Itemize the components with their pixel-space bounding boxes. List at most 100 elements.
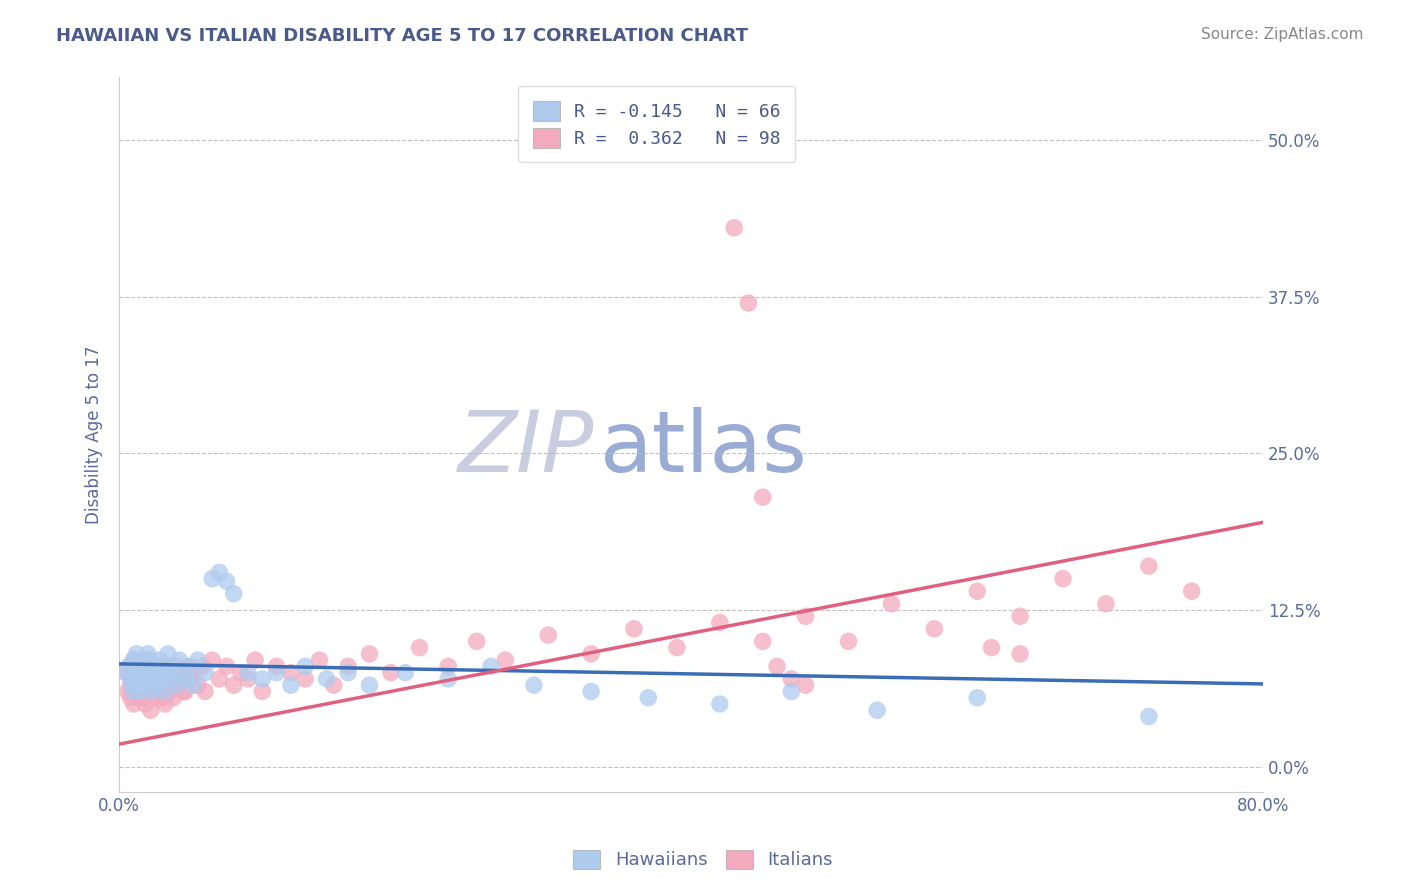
Point	[166, 678, 188, 692]
Point	[155, 678, 177, 692]
Point	[122, 684, 145, 698]
Point	[465, 634, 488, 648]
Point	[122, 697, 145, 711]
Point	[229, 665, 252, 680]
Point	[709, 697, 731, 711]
Point	[243, 653, 266, 667]
Point	[215, 659, 238, 673]
Point	[1010, 609, 1032, 624]
Point	[160, 665, 183, 680]
Point	[136, 647, 159, 661]
Point	[169, 653, 191, 667]
Point	[780, 672, 803, 686]
Point	[128, 690, 150, 705]
Point	[128, 678, 150, 692]
Point	[120, 672, 142, 686]
Point	[737, 296, 759, 310]
Point	[1010, 647, 1032, 661]
Point	[135, 678, 157, 692]
Point	[924, 622, 946, 636]
Text: HAWAIIAN VS ITALIAN DISABILITY AGE 5 TO 17 CORRELATION CHART: HAWAIIAN VS ITALIAN DISABILITY AGE 5 TO …	[56, 27, 748, 45]
Point	[127, 672, 149, 686]
Point	[127, 659, 149, 673]
Legend: R = -0.145   N = 66, R =  0.362   N = 98: R = -0.145 N = 66, R = 0.362 N = 98	[519, 87, 796, 162]
Point	[142, 659, 165, 673]
Point	[966, 690, 988, 705]
Point	[139, 678, 162, 692]
Point	[236, 665, 259, 680]
Point	[308, 653, 330, 667]
Point	[138, 672, 160, 686]
Point	[173, 684, 195, 698]
Point	[187, 653, 209, 667]
Point	[122, 684, 145, 698]
Point	[437, 672, 460, 686]
Point	[135, 684, 157, 698]
Point	[129, 684, 152, 698]
Point	[280, 665, 302, 680]
Point	[141, 684, 163, 698]
Point	[125, 647, 148, 661]
Point	[127, 659, 149, 673]
Point	[751, 634, 773, 648]
Point	[152, 659, 174, 673]
Point	[337, 659, 360, 673]
Point	[208, 672, 231, 686]
Point	[143, 672, 166, 686]
Point	[148, 678, 170, 692]
Point	[136, 653, 159, 667]
Point	[134, 659, 156, 673]
Point	[236, 672, 259, 686]
Point	[156, 647, 179, 661]
Point	[121, 672, 143, 686]
Point	[157, 665, 180, 680]
Point	[118, 659, 141, 673]
Point	[523, 678, 546, 692]
Point	[162, 659, 184, 673]
Point	[1137, 559, 1160, 574]
Point	[494, 653, 516, 667]
Point	[709, 615, 731, 630]
Point	[157, 684, 180, 698]
Point	[162, 690, 184, 705]
Point	[252, 672, 274, 686]
Point	[723, 220, 745, 235]
Point	[136, 665, 159, 680]
Y-axis label: Disability Age 5 to 17: Disability Age 5 to 17	[86, 345, 103, 524]
Text: ZIP: ZIP	[458, 408, 593, 491]
Point	[315, 672, 337, 686]
Point	[153, 697, 176, 711]
Point	[1095, 597, 1118, 611]
Point	[201, 653, 224, 667]
Point	[117, 684, 139, 698]
Point	[579, 647, 602, 661]
Point	[966, 584, 988, 599]
Point	[766, 659, 789, 673]
Point	[129, 653, 152, 667]
Point	[138, 672, 160, 686]
Point	[145, 665, 167, 680]
Point	[118, 659, 141, 673]
Point	[173, 665, 195, 680]
Point	[408, 640, 430, 655]
Point	[187, 678, 209, 692]
Point	[146, 678, 169, 692]
Point	[156, 659, 179, 673]
Point	[1137, 709, 1160, 723]
Point	[146, 690, 169, 705]
Point	[143, 684, 166, 698]
Point	[437, 659, 460, 673]
Point	[359, 678, 381, 692]
Point	[322, 678, 344, 692]
Point	[794, 609, 817, 624]
Point	[139, 703, 162, 717]
Point	[166, 659, 188, 673]
Point	[146, 672, 169, 686]
Point	[174, 684, 197, 698]
Point	[134, 697, 156, 711]
Point	[294, 659, 316, 673]
Point	[177, 659, 200, 673]
Point	[665, 640, 688, 655]
Point	[129, 672, 152, 686]
Text: atlas: atlas	[600, 408, 807, 491]
